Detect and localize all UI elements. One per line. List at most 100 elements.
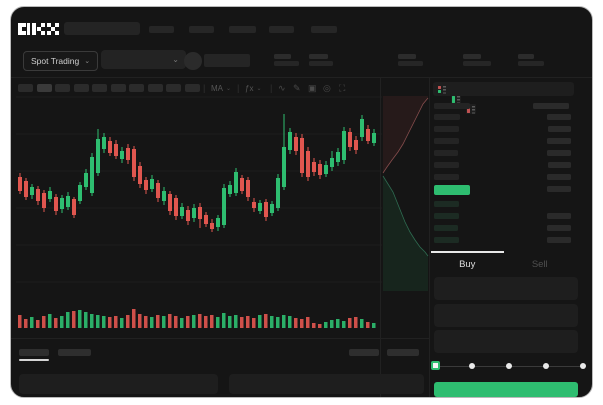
price-input[interactable] — [434, 277, 578, 300]
nav-item[interactable] — [229, 26, 256, 33]
last-price-placeholder — [204, 54, 250, 67]
stat-label-placeholder — [463, 54, 481, 59]
timeframe-button[interactable] — [185, 84, 200, 92]
bid-row-price-bar — [434, 213, 459, 219]
timeframe-button[interactable] — [55, 84, 70, 92]
slider-handle[interactable] — [431, 360, 440, 370]
timeframe-button[interactable] — [129, 84, 144, 92]
bottom-tab[interactable] — [58, 349, 91, 356]
timeframe-button[interactable] — [37, 84, 52, 92]
bid-row-price-bar — [434, 237, 459, 243]
orders-panel-left[interactable] — [19, 374, 218, 394]
slider-step-dot[interactable] — [580, 362, 586, 369]
ask-row-amount-bar — [547, 150, 571, 156]
okx-logo-letter-o — [18, 22, 31, 36]
amount-slider[interactable] — [431, 358, 587, 374]
search-box[interactable] — [64, 22, 140, 35]
stat-label-placeholder — [398, 54, 416, 59]
slider-step-dot[interactable] — [543, 362, 549, 369]
bid-row-amount-bar — [547, 225, 571, 231]
bottom-tab[interactable] — [19, 349, 49, 356]
ticker-stat — [309, 54, 333, 66]
pair-selector[interactable]: ⌄ — [101, 50, 186, 69]
bid-row-price-bar — [434, 201, 459, 207]
ask-row-amount-bar — [548, 126, 571, 132]
fullscreen-icon[interactable]: ⛶ — [339, 83, 346, 93]
toolbar-separator: | — [203, 83, 206, 93]
order-side-tabs: Buy Sell — [431, 251, 576, 275]
chevron-down-icon: ⌄ — [172, 55, 179, 64]
chart-settings-icon[interactable]: ◎ — [323, 83, 331, 93]
divider — [380, 78, 381, 397]
tab-buy[interactable]: Buy — [431, 251, 504, 275]
chevron-down-icon: ⌄ — [84, 58, 91, 65]
stat-label-placeholder — [274, 54, 291, 59]
okx-logo[interactable]: OKX — [18, 22, 60, 36]
tab-sell[interactable]: Sell — [531, 259, 548, 270]
bid-row-price-bar — [434, 225, 458, 231]
divider — [11, 338, 429, 339]
ticker-stat — [463, 54, 491, 66]
timeframe-button[interactable] — [74, 84, 89, 92]
divider — [429, 78, 430, 397]
orderbook-view-bids-icon[interactable] — [451, 94, 461, 104]
chevron-down-icon: ⌄ — [256, 86, 262, 92]
timeframe-button[interactable] — [92, 84, 107, 92]
bottom-action[interactable] — [387, 349, 419, 356]
stat-value-placeholder — [274, 61, 299, 66]
slider-step-dot[interactable] — [506, 362, 512, 369]
ask-row-amount-bar — [547, 138, 571, 144]
ma-label: MA — [211, 84, 223, 93]
timeframe-button[interactable] — [18, 84, 33, 92]
timeframe-button[interactable] — [166, 84, 181, 92]
ticker-stat — [518, 54, 544, 66]
market-type-selector[interactable]: Spot Trading ⌄ — [23, 51, 99, 71]
line-chart-type-icon[interactable]: ∿ — [278, 83, 286, 93]
stat-value-placeholder — [518, 61, 544, 66]
ask-row-price-bar — [434, 174, 459, 180]
drawing-tools-icon[interactable]: ✎ — [293, 83, 301, 93]
ask-row-price-bar — [434, 162, 459, 168]
total-input[interactable] — [434, 330, 578, 353]
okx-logo-letter-x — [46, 22, 60, 36]
okx-logo-letter-k — [32, 22, 45, 36]
nav-item[interactable] — [189, 26, 214, 33]
buy-submit-button[interactable] — [434, 382, 578, 397]
last-price-highlight[interactable] — [434, 185, 470, 195]
orderbook-toolbar — [433, 82, 574, 96]
orderbook-view-both-icon[interactable] — [437, 84, 447, 94]
camera-snapshot-icon[interactable]: ▣ — [308, 83, 317, 93]
nav-item[interactable] — [311, 26, 337, 33]
price-row-amount-bar — [547, 186, 571, 192]
slider-step-dot[interactable] — [469, 362, 475, 369]
nav-item[interactable] — [269, 26, 294, 33]
ask-row-amount-bar — [547, 174, 571, 180]
depth-chart[interactable] — [382, 96, 429, 292]
ask-row-price-bar — [434, 126, 459, 132]
nav-item[interactable] — [149, 26, 174, 33]
orders-panel-right[interactable] — [229, 374, 424, 394]
ask-row-amount-bar — [548, 162, 571, 168]
orderbook-view-asks-icon[interactable] — [466, 104, 476, 114]
stat-label-placeholder — [309, 54, 328, 59]
ask-row-price-bar — [434, 150, 458, 156]
bid-row-amount-bar — [547, 237, 571, 243]
amount-input[interactable] — [434, 304, 578, 327]
timeframe-button[interactable] — [148, 84, 163, 92]
stat-value-placeholder — [309, 61, 333, 66]
market-type-label: Spot Trading — [31, 56, 80, 66]
ma-indicator-dropdown[interactable]: MA ⌄ — [211, 84, 231, 93]
toolbar-separator: | — [237, 83, 240, 93]
bid-row-amount-bar — [547, 213, 571, 219]
timeframe-button[interactable] — [111, 84, 126, 92]
ask-row-amount-bar — [547, 114, 571, 120]
orderbook-header-amount-bar — [533, 103, 569, 109]
bottom-action[interactable] — [349, 349, 379, 356]
candlestick-chart[interactable] — [16, 96, 382, 336]
ticker-stat — [398, 54, 423, 66]
chevron-down-icon: ⌄ — [226, 86, 232, 92]
indicators-dropdown[interactable]: ƒx ⌄ — [245, 84, 261, 93]
stat-label-placeholder — [518, 54, 534, 59]
stat-value-placeholder — [463, 61, 491, 66]
